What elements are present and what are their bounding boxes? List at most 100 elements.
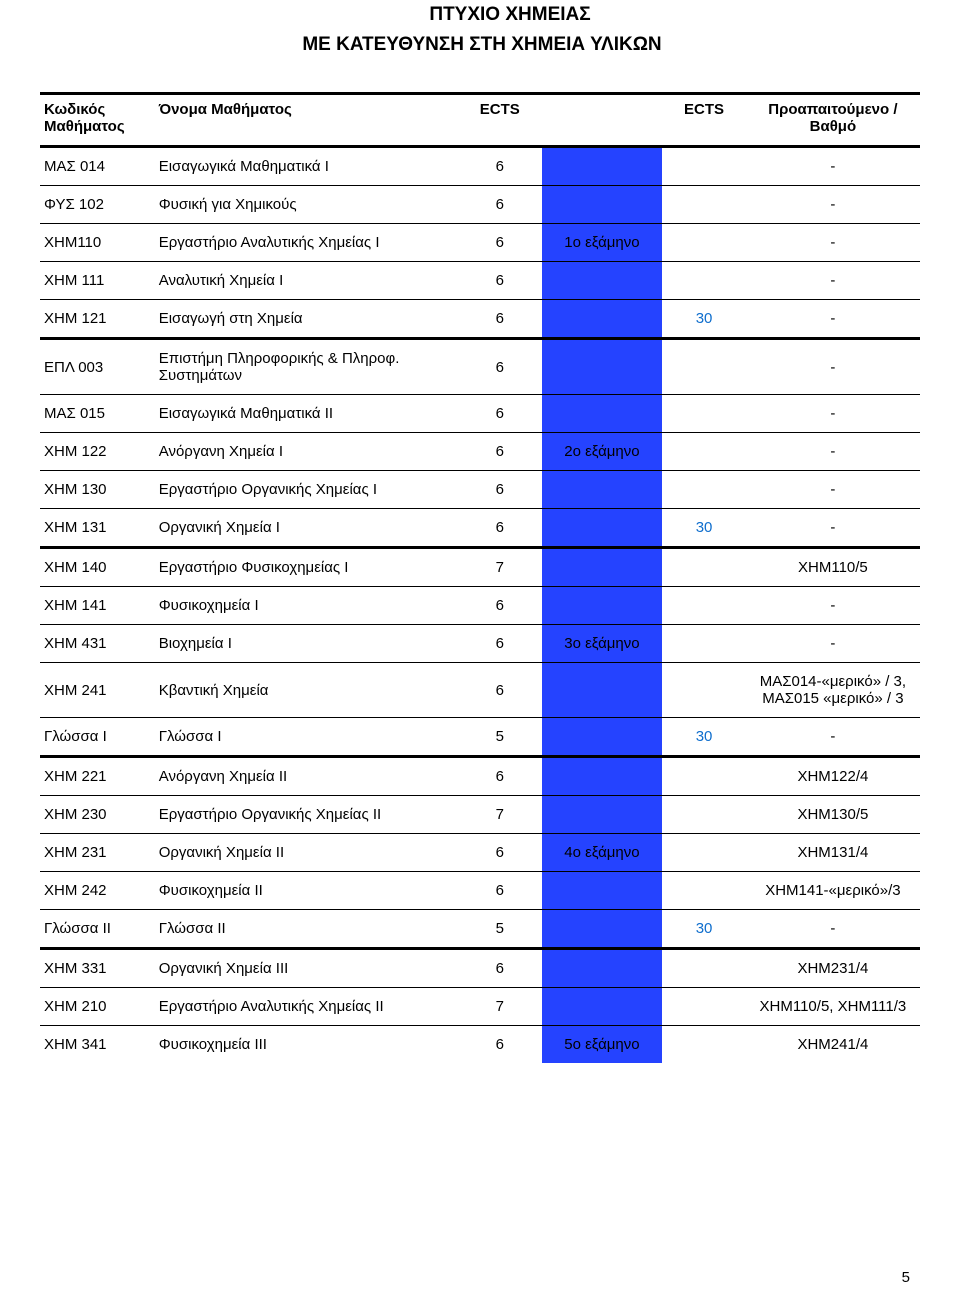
cell-code: Γλώσσα Ι [40, 718, 155, 757]
cell-code: ΜΑΣ 015 [40, 395, 155, 433]
table-row: ΧΗΜ 221Ανόργανη Χημεία ΙΙ6ΧΗΜ122/4 [40, 757, 920, 796]
cell-code: ΜΑΣ 014 [40, 147, 155, 186]
cell-semester [542, 988, 663, 1026]
table-header-row: Κωδικός Μαθήματος Όνομα Μαθήματος ECTS E… [40, 94, 920, 147]
cell-code: ΧΗΜ 241 [40, 663, 155, 718]
cell-code: ΧΗΜ 141 [40, 587, 155, 625]
table-row: ΧΗΜ 210Εργαστήριο Αναλυτικής Χημείας ΙΙ7… [40, 988, 920, 1026]
table-row: ΜΑΣ 015Εισαγωγικά Μαθηματικά ΙΙ6- [40, 395, 920, 433]
table-row: ΧΗΜ 111Αναλυτική Χημεία Ι6- [40, 262, 920, 300]
cell-code: ΧΗΜ 131 [40, 509, 155, 548]
cell-ects: 6 [458, 663, 542, 718]
table-row: ΧΗΜ 242Φυσικοχημεία ΙΙ6ΧΗΜ141-«μερικό»/3 [40, 872, 920, 910]
cell-sum [662, 872, 746, 910]
cell-name: Ανόργανη Χημεία Ι [155, 433, 458, 471]
cell-ects: 6 [458, 300, 542, 339]
cell-name: Οργανική Χημεία ΙΙ [155, 834, 458, 872]
cell-sum: 30 [662, 718, 746, 757]
cell-code: ΧΗΜ 230 [40, 796, 155, 834]
cell-prereq: ΧΗΜ130/5 [746, 796, 920, 834]
cell-semester [542, 339, 663, 395]
cell-code: ΧΗΜ 221 [40, 757, 155, 796]
cell-prereq: ΜΑΣ014-«μερικό» / 3, ΜΑΣ015 «μερικό» / 3 [746, 663, 920, 718]
header-ects2: ECTS [662, 94, 746, 147]
cell-semester [542, 548, 663, 587]
cell-name: Φυσικοχημεία ΙΙ [155, 872, 458, 910]
cell-code: ΧΗΜ 140 [40, 548, 155, 587]
cell-sum [662, 262, 746, 300]
cell-ects: 6 [458, 147, 542, 186]
cell-semester [542, 718, 663, 757]
cell-code: ΧΗΜ 122 [40, 433, 155, 471]
cell-code: ΧΗΜ110 [40, 224, 155, 262]
header-ects1: ECTS [458, 94, 542, 147]
table-row: ΧΗΜ 231Οργανική Χημεία ΙΙ64ο εξάμηνοΧΗΜ1… [40, 834, 920, 872]
cell-prereq: - [746, 147, 920, 186]
cell-ects: 5 [458, 718, 542, 757]
cell-semester: 4ο εξάμηνο [542, 834, 663, 872]
header-pre: Προαπαιτούμενο / Βαθμό [746, 94, 920, 147]
title-main: ΠΤΥΧΙΟ ΧΗΜΕΙΑΣ [40, 4, 920, 26]
cell-name: Βιοχημεία Ι [155, 625, 458, 663]
cell-sum [662, 663, 746, 718]
cell-code: ΧΗΜ 341 [40, 1026, 155, 1064]
cell-sum [662, 339, 746, 395]
table-row: ΧΗΜ 121Εισαγωγή στη Χημεία630- [40, 300, 920, 339]
cell-semester: 5ο εξάμηνο [542, 1026, 663, 1064]
cell-semester [542, 910, 663, 949]
page-number: 5 [902, 1269, 910, 1286]
header-sem [542, 94, 663, 147]
cell-name: Εργαστήριο Οργανικής Χημείας ΙΙ [155, 796, 458, 834]
cell-code: ΧΗΜ 431 [40, 625, 155, 663]
cell-ects: 7 [458, 988, 542, 1026]
cell-code: ΦΥΣ 102 [40, 186, 155, 224]
cell-semester: 1ο εξάμηνο [542, 224, 663, 262]
cell-semester [542, 796, 663, 834]
cell-sum [662, 757, 746, 796]
cell-name: Εισαγωγικά Μαθηματικά Ι [155, 147, 458, 186]
cell-sum [662, 548, 746, 587]
cell-code: Γλώσσα ΙΙ [40, 910, 155, 949]
cell-ects: 6 [458, 262, 542, 300]
cell-code: ΧΗΜ 121 [40, 300, 155, 339]
cell-prereq: ΧΗΜ131/4 [746, 834, 920, 872]
cell-prereq: - [746, 509, 920, 548]
table-row: ΕΠΛ 003Επιστήμη Πληροφορικής & Πληροφ. Σ… [40, 339, 920, 395]
cell-name: Εργαστήριο Αναλυτικής Χημείας ΙΙ [155, 988, 458, 1026]
cell-prereq: ΧΗΜ241/4 [746, 1026, 920, 1064]
cell-sum [662, 224, 746, 262]
cell-ects: 6 [458, 471, 542, 509]
cell-ects: 6 [458, 872, 542, 910]
cell-semester [542, 395, 663, 433]
cell-ects: 7 [458, 796, 542, 834]
curriculum-table: Κωδικός Μαθήματος Όνομα Μαθήματος ECTS E… [40, 92, 920, 1063]
table-row: ΧΗΜ 122Ανόργανη Χημεία Ι62ο εξάμηνο- [40, 433, 920, 471]
header-name: Όνομα Μαθήματος [155, 94, 458, 147]
cell-prereq: ΧΗΜ110/5, ΧΗΜ111/3 [746, 988, 920, 1026]
cell-name: Εργαστήριο Αναλυτικής Χημείας Ι [155, 224, 458, 262]
cell-name: Εισαγωγικά Μαθηματικά ΙΙ [155, 395, 458, 433]
cell-name: Οργανική Χημεία ΙΙΙ [155, 949, 458, 988]
cell-sum [662, 471, 746, 509]
cell-sum [662, 796, 746, 834]
cell-semester: 3ο εξάμηνο [542, 625, 663, 663]
cell-sum [662, 395, 746, 433]
cell-code: ΧΗΜ 231 [40, 834, 155, 872]
header-code: Κωδικός Μαθήματος [40, 94, 155, 147]
cell-ects: 6 [458, 1026, 542, 1064]
table-row: ΧΗΜ 431Βιοχημεία Ι63ο εξάμηνο- [40, 625, 920, 663]
table-row: Γλώσσα ΙΙΓλώσσα ΙΙ530- [40, 910, 920, 949]
table-row: ΧΗΜ 131Οργανική Χημεία Ι630- [40, 509, 920, 548]
table-row: ΧΗΜ 140Εργαστήριο Φυσικοχημείας Ι7ΧΗΜ110… [40, 548, 920, 587]
cell-prereq: - [746, 471, 920, 509]
cell-ects: 6 [458, 587, 542, 625]
cell-name: Φυσική για Χημικούς [155, 186, 458, 224]
table-row: ΧΗΜ 130Εργαστήριο Οργανικής Χημείας Ι6- [40, 471, 920, 509]
cell-code: ΕΠΛ 003 [40, 339, 155, 395]
cell-sum [662, 147, 746, 186]
cell-prereq: - [746, 395, 920, 433]
cell-prereq: ΧΗΜ122/4 [746, 757, 920, 796]
cell-sum: 30 [662, 300, 746, 339]
cell-sum [662, 625, 746, 663]
cell-sum [662, 186, 746, 224]
